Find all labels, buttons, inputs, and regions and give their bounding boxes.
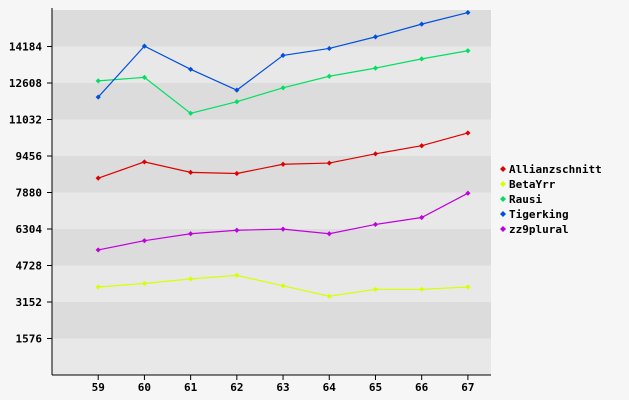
grid-band	[52, 338, 491, 375]
x-tick-label: 60	[138, 381, 151, 394]
x-tick-label: 59	[92, 381, 105, 394]
series-lines	[95, 9, 471, 299]
data-point-rausi	[188, 110, 194, 116]
grid-band	[52, 10, 491, 47]
data-point-tigerking	[234, 87, 240, 93]
y-tick-label: 11032	[9, 114, 42, 127]
data-point-allianzschnitt	[188, 169, 194, 175]
data-point-rausi	[372, 65, 379, 71]
data-point-zz9plural	[280, 226, 286, 232]
legend-label-zz9plural: zz9plural	[509, 223, 569, 236]
data-point-zz9plural	[188, 231, 194, 237]
data-point-zz9plural	[234, 227, 240, 233]
data-point-rausi	[419, 56, 425, 62]
axes	[51, 8, 491, 376]
data-point-betayrr	[372, 286, 379, 292]
x-tick-label: 63	[276, 381, 289, 394]
y-tick-label: 12608	[9, 77, 42, 90]
legend-label-tigerking: Tigerking	[509, 208, 569, 221]
data-point-tigerking	[465, 9, 471, 16]
y-tick-label: 3152	[16, 296, 43, 309]
data-point-betayrr	[419, 286, 425, 292]
data-point-betayrr	[280, 283, 286, 289]
data-point-tigerking	[326, 45, 332, 52]
data-point-tigerking	[280, 52, 286, 58]
data-point-tigerking	[141, 43, 148, 49]
data-point-betayrr	[465, 284, 471, 290]
grid-band	[52, 156, 491, 193]
data-point-rausi	[465, 48, 471, 54]
data-point-tigerking	[372, 34, 379, 40]
data-point-zz9plural	[326, 231, 332, 237]
data-point-rausi	[280, 85, 286, 91]
x-tick-label: 61	[184, 381, 198, 394]
x-tick-label: 66	[415, 381, 429, 394]
x-tick-label: 65	[369, 381, 382, 394]
data-point-allianzschnitt	[141, 159, 148, 165]
x-tick-label: 62	[230, 381, 243, 394]
x-tick-label: 67	[461, 381, 474, 394]
grid-band	[52, 83, 491, 120]
data-point-betayrr	[188, 276, 194, 282]
y-tick-label: 4728	[16, 260, 43, 273]
data-point-allianzschnitt	[372, 151, 379, 157]
grid-band	[52, 119, 491, 156]
data-point-zz9plural	[465, 190, 471, 196]
legend-marker-allianzschnitt	[500, 166, 506, 172]
data-point-betayrr	[141, 280, 148, 287]
data-point-allianzschnitt	[419, 143, 425, 149]
grid-band	[52, 229, 491, 266]
x-tick-label: 64	[323, 381, 337, 394]
data-point-zz9plural	[372, 221, 379, 228]
data-point-zz9plural	[419, 214, 425, 221]
data-point-betayrr	[234, 272, 240, 279]
data-point-rausi	[234, 99, 240, 105]
data-point-allianzschnitt	[234, 170, 240, 177]
legend-marker-betayrr	[500, 181, 506, 187]
legend-label-rausi: Rausi	[509, 193, 542, 206]
x-axis-ticks: 59 60 61 62 63 64 65 66 67	[92, 375, 475, 394]
grid-bands	[52, 10, 491, 375]
y-axis-ticks: 1576 3152 4728 6304 7880 9456 11032 12608 14184	[9, 41, 52, 346]
legend: Allianzschnitt BetaYrr Rausi Tigerking zz9pl…	[500, 163, 602, 236]
legend-label-allianzschnitt: Allianzschnitt	[509, 163, 602, 176]
y-tick-label: 6304	[16, 223, 43, 236]
data-point-betayrr	[326, 293, 332, 299]
data-point-tigerking	[419, 21, 425, 27]
legend-marker-rausi	[500, 196, 506, 202]
data-point-tigerking	[95, 94, 101, 100]
grid-band	[52, 192, 491, 229]
y-tick-label: 7880	[16, 187, 43, 200]
data-point-rausi	[326, 73, 332, 79]
data-point-allianzschnitt	[465, 130, 471, 136]
data-point-zz9plural	[141, 238, 148, 244]
y-tick-label: 14184	[9, 41, 42, 54]
data-point-allianzschnitt	[280, 161, 286, 167]
data-point-zz9plural	[95, 247, 101, 253]
data-point-rausi	[141, 74, 148, 80]
data-point-tigerking	[188, 66, 194, 72]
y-tick-label: 1576	[16, 333, 43, 346]
data-point-allianzschnitt	[95, 175, 101, 181]
data-point-allianzschnitt	[326, 160, 332, 166]
y-tick-label: 9456	[16, 150, 43, 163]
data-point-rausi	[95, 78, 101, 84]
legend-marker-tigerking	[500, 211, 506, 217]
grid-band	[52, 302, 491, 339]
legend-marker-zz9plural	[500, 226, 506, 232]
legend-label-betayrr: BetaYrr	[509, 178, 556, 191]
data-point-betayrr	[95, 284, 101, 290]
